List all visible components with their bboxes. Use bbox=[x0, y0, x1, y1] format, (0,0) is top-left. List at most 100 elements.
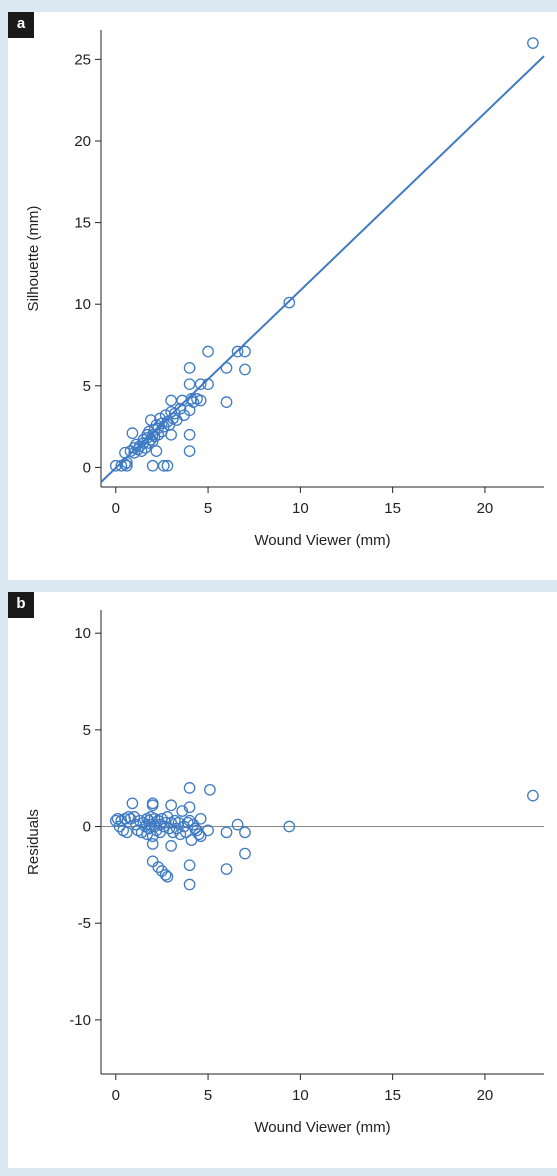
data-point bbox=[159, 869, 172, 881]
data-point bbox=[176, 394, 189, 407]
data-point bbox=[120, 826, 133, 839]
y-tick-label-a: 10 bbox=[74, 296, 91, 313]
data-point bbox=[126, 427, 139, 439]
y-axis-title-b: Residuals bbox=[25, 809, 42, 875]
data-point bbox=[231, 345, 244, 358]
data-point bbox=[165, 428, 177, 441]
data-point bbox=[194, 812, 207, 825]
data-point bbox=[220, 863, 233, 875]
y-tick-label-b: 0 bbox=[83, 819, 91, 836]
data-point bbox=[183, 814, 196, 827]
x-tick-label-a: 20 bbox=[477, 500, 494, 517]
panel-label-a: a bbox=[8, 12, 34, 38]
panel-a: a 0 5 10 15 20 0 5 10 15 20 25 Wound Viewer (mm) Sil… bbox=[8, 12, 557, 580]
data-point bbox=[119, 458, 131, 470]
data-point bbox=[187, 396, 200, 408]
data-point bbox=[130, 818, 142, 831]
x-tick-label-a: 10 bbox=[292, 500, 309, 517]
data-point bbox=[527, 37, 539, 49]
x-tick-label-a: 0 bbox=[112, 500, 120, 517]
data-point bbox=[189, 822, 201, 835]
data-point bbox=[239, 363, 251, 376]
data-point bbox=[161, 870, 174, 883]
data-point bbox=[239, 847, 251, 860]
y-tick-label-b: 5 bbox=[83, 722, 91, 739]
x-axis-title-a: Wound Viewer (mm) bbox=[254, 532, 390, 549]
data-point bbox=[181, 816, 194, 829]
data-point bbox=[283, 820, 296, 833]
data-point bbox=[174, 828, 187, 841]
data-point bbox=[194, 830, 207, 843]
data-point bbox=[231, 818, 244, 831]
data-point bbox=[202, 824, 214, 837]
y-tick-label-a: 5 bbox=[83, 378, 91, 395]
data-point bbox=[183, 378, 196, 391]
y-tick-label-b: -10 bbox=[69, 1012, 91, 1029]
data-point bbox=[194, 394, 207, 407]
y-tick-label-a: 20 bbox=[74, 133, 91, 150]
data-point bbox=[163, 822, 176, 835]
data-point bbox=[146, 459, 159, 472]
data-point bbox=[202, 345, 214, 358]
data-point bbox=[119, 446, 131, 459]
data-point bbox=[239, 826, 251, 839]
data-point bbox=[152, 861, 165, 873]
data-point bbox=[161, 459, 174, 472]
regression-line bbox=[100, 55, 545, 483]
data-point bbox=[159, 816, 172, 829]
data-point bbox=[165, 799, 177, 812]
data-point bbox=[146, 855, 159, 868]
x-tick-label-a: 15 bbox=[384, 500, 401, 517]
data-point bbox=[183, 878, 196, 891]
data-point bbox=[157, 459, 170, 472]
y-tick-label-a: 0 bbox=[83, 459, 91, 476]
data-point bbox=[183, 362, 196, 374]
data-point bbox=[183, 859, 196, 872]
data-point bbox=[204, 783, 216, 796]
data-point bbox=[146, 838, 159, 850]
y-axis-title-a: Silhouette (mm) bbox=[25, 206, 42, 312]
panel-b: b 0 5 10 15 20 10 5 0 -5 -10 Wound Viewer (mm) Resi… bbox=[8, 592, 557, 1168]
data-point bbox=[183, 428, 196, 441]
x-tick-label-b: 20 bbox=[477, 1087, 494, 1104]
data-point bbox=[113, 820, 126, 833]
data-point bbox=[220, 396, 233, 408]
data-point bbox=[109, 459, 122, 472]
data-point bbox=[176, 805, 189, 817]
data-point bbox=[202, 378, 214, 391]
y-tick-label-a: 15 bbox=[74, 215, 91, 232]
data-point bbox=[183, 782, 196, 794]
x-axis-title-b: Wound Viewer (mm) bbox=[254, 1119, 390, 1136]
data-point bbox=[239, 345, 251, 358]
data-point bbox=[220, 826, 233, 839]
data-point bbox=[152, 428, 165, 441]
data-point bbox=[159, 409, 172, 422]
data-point bbox=[150, 445, 163, 457]
data-point bbox=[135, 445, 148, 457]
data-point bbox=[220, 362, 233, 374]
y-tick-label-b: 10 bbox=[74, 625, 91, 642]
data-point bbox=[165, 840, 177, 852]
panel-label-b: b bbox=[8, 592, 34, 618]
x-tick-label-b: 10 bbox=[292, 1087, 309, 1104]
data-point bbox=[167, 826, 179, 839]
x-tick-label-b: 15 bbox=[384, 1087, 401, 1104]
data-point bbox=[161, 811, 174, 823]
data-point bbox=[174, 402, 187, 415]
data-point bbox=[122, 811, 135, 823]
scatter-chart-a: 0 5 10 15 20 0 5 10 15 20 25 Wound Viewer (mm) Silho… bbox=[25, 30, 545, 549]
x-tick-label-a: 5 bbox=[204, 500, 212, 517]
data-point bbox=[126, 797, 139, 810]
data-point bbox=[146, 797, 159, 810]
data-point bbox=[109, 814, 122, 827]
data-point bbox=[183, 445, 196, 457]
scatter-chart-b: 0 5 10 15 20 10 5 0 -5 -10 Wound Viewer (mm) Residu… bbox=[25, 610, 544, 1136]
data-point bbox=[183, 801, 196, 814]
data-point bbox=[165, 394, 177, 407]
data-point bbox=[283, 296, 296, 309]
y-tick-label-a: 25 bbox=[74, 51, 91, 68]
x-tick-label-b: 5 bbox=[204, 1087, 212, 1104]
data-point bbox=[527, 789, 539, 802]
x-tick-label-b: 0 bbox=[112, 1087, 120, 1104]
data-point bbox=[194, 378, 207, 391]
